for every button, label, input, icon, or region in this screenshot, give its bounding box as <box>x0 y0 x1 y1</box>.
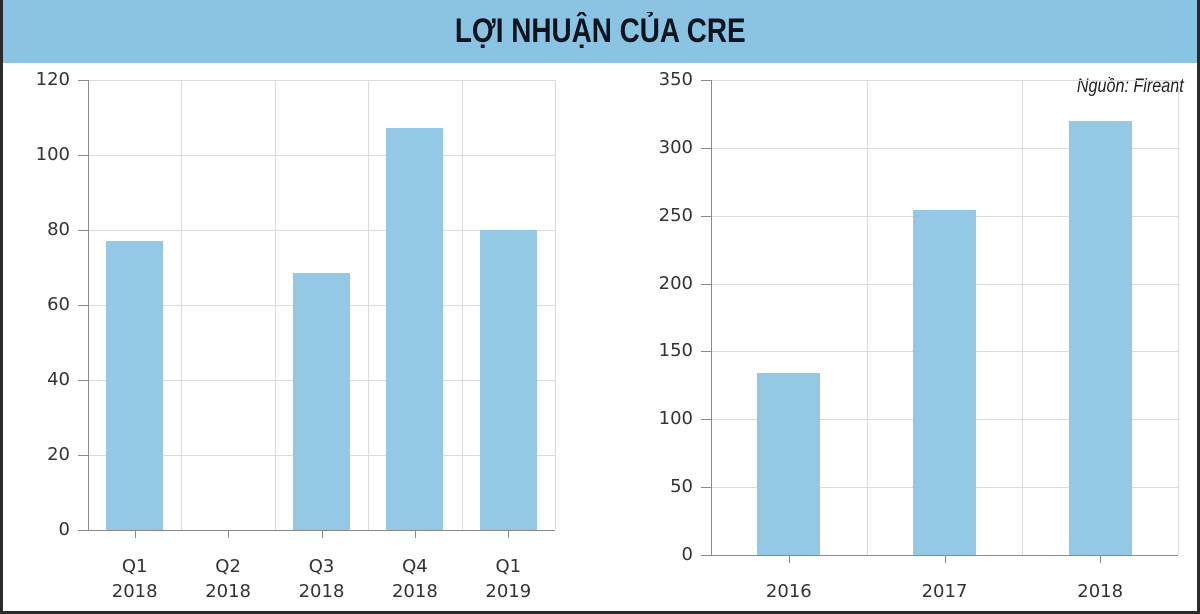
y-tick <box>701 419 711 421</box>
title-banner: LỢI NHUẬN CỦA CRE <box>0 0 1200 63</box>
bar <box>1068 120 1132 555</box>
x-tick-label: 2018 <box>111 581 158 602</box>
y-tick <box>701 351 711 353</box>
x-tick-label: 2018 <box>391 581 438 602</box>
gridline-vertical <box>1022 80 1024 555</box>
gridline-horizontal <box>88 80 555 81</box>
y-axis <box>88 80 89 530</box>
x-axis <box>701 555 1178 556</box>
y-tick <box>78 380 88 381</box>
x-tick-label: Q1 <box>121 556 148 577</box>
gridline-vertical <box>461 80 463 530</box>
y-tick <box>78 80 88 81</box>
x-tick <box>1100 555 1102 563</box>
x-tick-label: 2016 <box>765 581 812 602</box>
y-tick-label: 250 <box>658 204 693 226</box>
y-tick-label: 100 <box>658 408 693 430</box>
y-tick-label: 120 <box>35 69 70 90</box>
x-tick <box>228 530 230 538</box>
x-tick <box>944 555 946 563</box>
chart-title: LỢI NHUẬN CỦA CRE <box>454 12 746 50</box>
x-tick-label: Q1 <box>495 556 522 577</box>
gridline-vertical <box>1178 80 1179 555</box>
gridline-vertical <box>274 80 276 530</box>
y-tick <box>78 230 88 231</box>
x-tick-label: 2018 <box>205 581 251 602</box>
y-tick <box>701 80 711 81</box>
x-tick <box>414 530 416 538</box>
x-tick <box>788 555 790 563</box>
y-tick <box>78 455 88 456</box>
y-tick-label: 50 <box>670 476 693 498</box>
y-tick <box>701 215 711 217</box>
y-tick-label: 60 <box>47 294 70 315</box>
quarterly-profit-chart: 0 20 40 60 80 100 120 Q1 2018 Q2 2018 Q3 2018 Q4 2018 Q… <box>35 69 556 602</box>
y-tick <box>78 155 88 156</box>
bar <box>479 230 537 530</box>
gridline-horizontal <box>711 147 1178 149</box>
gridline-vertical <box>181 80 183 530</box>
gridline-vertical <box>368 80 370 530</box>
bar <box>757 373 821 555</box>
x-axis <box>78 530 555 531</box>
y-tick <box>78 305 88 306</box>
y-tick-label: 150 <box>658 340 693 362</box>
y-tick <box>701 283 711 285</box>
y-tick-label: 0 <box>681 544 693 565</box>
gridline-vertical <box>555 80 556 530</box>
y-tick-label: 80 <box>47 219 70 240</box>
x-tick-label: Q4 <box>402 556 428 577</box>
y-tick-label: 350 <box>658 69 693 90</box>
y-tick-label: 300 <box>658 136 693 158</box>
x-tick-label: 2017 <box>921 581 968 602</box>
x-tick-label: 2019 <box>485 581 532 602</box>
x-tick <box>508 530 510 538</box>
x-tick <box>134 530 136 538</box>
bar <box>386 127 444 530</box>
bar <box>913 210 976 555</box>
x-tick-label: Q2 <box>215 556 241 577</box>
annual-profit-chart: 0 50 100 150 200 250 300 350 2016 2017 2018 <box>600 0 1200 614</box>
y-tick-label: 40 <box>47 369 70 390</box>
gridline-horizontal <box>711 80 1178 81</box>
bar <box>106 241 164 530</box>
y-tick-label: 100 <box>35 144 70 165</box>
y-tick-label: 200 <box>658 272 693 294</box>
y-axis <box>711 80 712 555</box>
y-tick <box>701 147 711 149</box>
gridline-vertical <box>866 80 868 555</box>
x-tick-label: Q3 <box>308 556 335 577</box>
y-tick-label: 20 <box>47 444 70 465</box>
y-tick <box>701 487 711 489</box>
x-tick <box>321 530 323 538</box>
bar <box>293 272 350 530</box>
x-tick-label: 2018 <box>1077 581 1124 602</box>
gridline-horizontal <box>88 230 555 231</box>
source-note: Nguồn: Fireant <box>1077 76 1184 97</box>
y-tick-label: 0 <box>58 519 70 540</box>
gridline-horizontal <box>88 155 555 156</box>
x-tick-label: 2018 <box>298 581 345 602</box>
